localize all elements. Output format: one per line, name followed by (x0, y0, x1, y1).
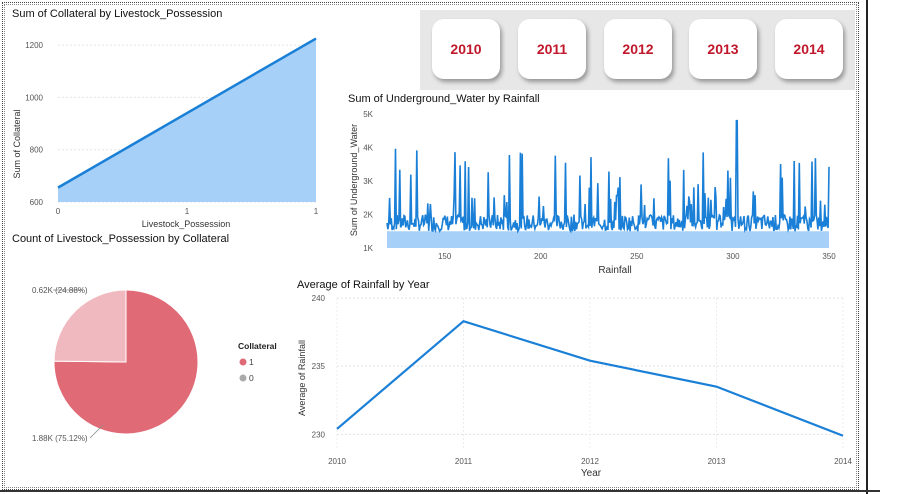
rain-xtick: 2013 (708, 457, 726, 466)
uw-chart-line (386, 119, 830, 234)
uw-chart-ylabel: Sum of Underground_Water (349, 124, 359, 236)
year-button-2012[interactable]: 2012 (604, 19, 672, 79)
pie-legend-title: Collateral (238, 341, 277, 351)
rain-xtick: 2012 (581, 457, 599, 466)
area-chart-line (57, 37, 317, 189)
uw-ytick: 4K (363, 144, 373, 153)
pie-chart[interactable]: 0.62K (24.88%) 1.88K (75.12%) Collateral… (8, 275, 288, 455)
canvas-edge (866, 0, 868, 494)
area-chart-fill (58, 38, 316, 203)
rain-ytick: 230 (312, 430, 326, 439)
rain-xtick: 2011 (455, 457, 473, 466)
pie-leader-large (89, 424, 104, 439)
canvas-bottom-edge (0, 490, 880, 492)
rain-chart-yticks: 230 235 240 (312, 294, 326, 439)
underground-water-chart[interactable]: Sum of Underground_Water 1K 2K 3K 4K 5K 150 2… (345, 108, 845, 278)
area-ytick: 1000 (25, 93, 43, 102)
uw-chart-yticks: 1K 2K 3K 4K 5K (363, 110, 373, 253)
pie-chart-title: Count of Livestock_Possession by Collate… (12, 233, 230, 245)
area-chart-xlabel: Livestock_Possession (142, 219, 231, 229)
area-xtick: 1 (314, 207, 319, 216)
rain-xtick: 2010 (328, 457, 346, 466)
uw-xtick: 250 (630, 252, 644, 261)
pie-legend-swatch-0 (239, 374, 247, 382)
pie-slices (53, 289, 199, 435)
uw-chart-title: Sum of Underground_Water by Rainfall (348, 93, 540, 105)
rain-chart-xticks: 2010 2011 2012 2013 2014 (328, 457, 852, 466)
area-xtick: 1 (185, 207, 190, 216)
uw-ytick: 2K (363, 211, 373, 220)
year-button-2014[interactable]: 2014 (775, 19, 843, 79)
year-button-2010[interactable]: 2010 (432, 19, 500, 79)
area-chart-title: Sum of Collateral by Livestock_Possessio… (12, 8, 223, 20)
area-chart-xticks: 0 1 1 (56, 207, 319, 216)
uw-ytick: 1K (363, 244, 373, 253)
uw-chart-xlabel: Rainfall (598, 265, 631, 276)
pie-legend-item-1: 1 (249, 357, 254, 367)
pie-slice-0[interactable] (53, 289, 127, 363)
area-ytick: 600 (30, 198, 44, 207)
report-inner-frame (4, 4, 857, 488)
pie-label-large: 1.88K (75.12%) (32, 434, 88, 443)
area-ytick: 800 (30, 146, 44, 155)
rain-chart-title: Average of Rainfall by Year (297, 279, 430, 291)
rain-chart-ylabel: Average of Rainfall (297, 340, 307, 416)
rain-chart-line (336, 319, 844, 437)
area-xtick: 0 (56, 207, 61, 216)
rain-chart-xlabel: Year (581, 468, 602, 479)
year-button-2013[interactable]: 2013 (689, 19, 757, 79)
pie-slice-1[interactable] (53, 289, 199, 435)
pie-label-small: 0.62K (24.88%) (32, 286, 88, 295)
uw-chart-xticks: 150 200 250 300 350 (438, 252, 836, 261)
pie-legend-swatch-1 (239, 358, 247, 366)
uw-xtick: 150 (438, 252, 452, 261)
year-button-2011[interactable]: 2011 (518, 19, 586, 79)
pie-legend-item-0: 0 (249, 373, 254, 383)
uw-ytick: 5K (363, 110, 373, 119)
rain-chart-grid (336, 297, 844, 448)
uw-chart-baseline-fill (387, 231, 829, 248)
rain-xtick: 2014 (834, 457, 852, 466)
rain-ytick: 235 (312, 362, 326, 371)
area-chart-yticks: 600 800 1000 1200 (25, 41, 43, 207)
uw-ytick: 3K (363, 177, 373, 186)
uw-xtick: 350 (822, 252, 836, 261)
area-ytick: 1200 (25, 41, 43, 50)
uw-xtick: 200 (534, 252, 548, 261)
area-chart-ylabel: Sum of Collateral (12, 109, 22, 178)
area-chart[interactable]: Sum of Collateral 600 800 1000 1200 0 1 1 Liv… (8, 24, 338, 234)
report-frame (2, 2, 859, 490)
uw-xtick: 300 (726, 252, 740, 261)
rain-ytick: 240 (312, 294, 326, 303)
